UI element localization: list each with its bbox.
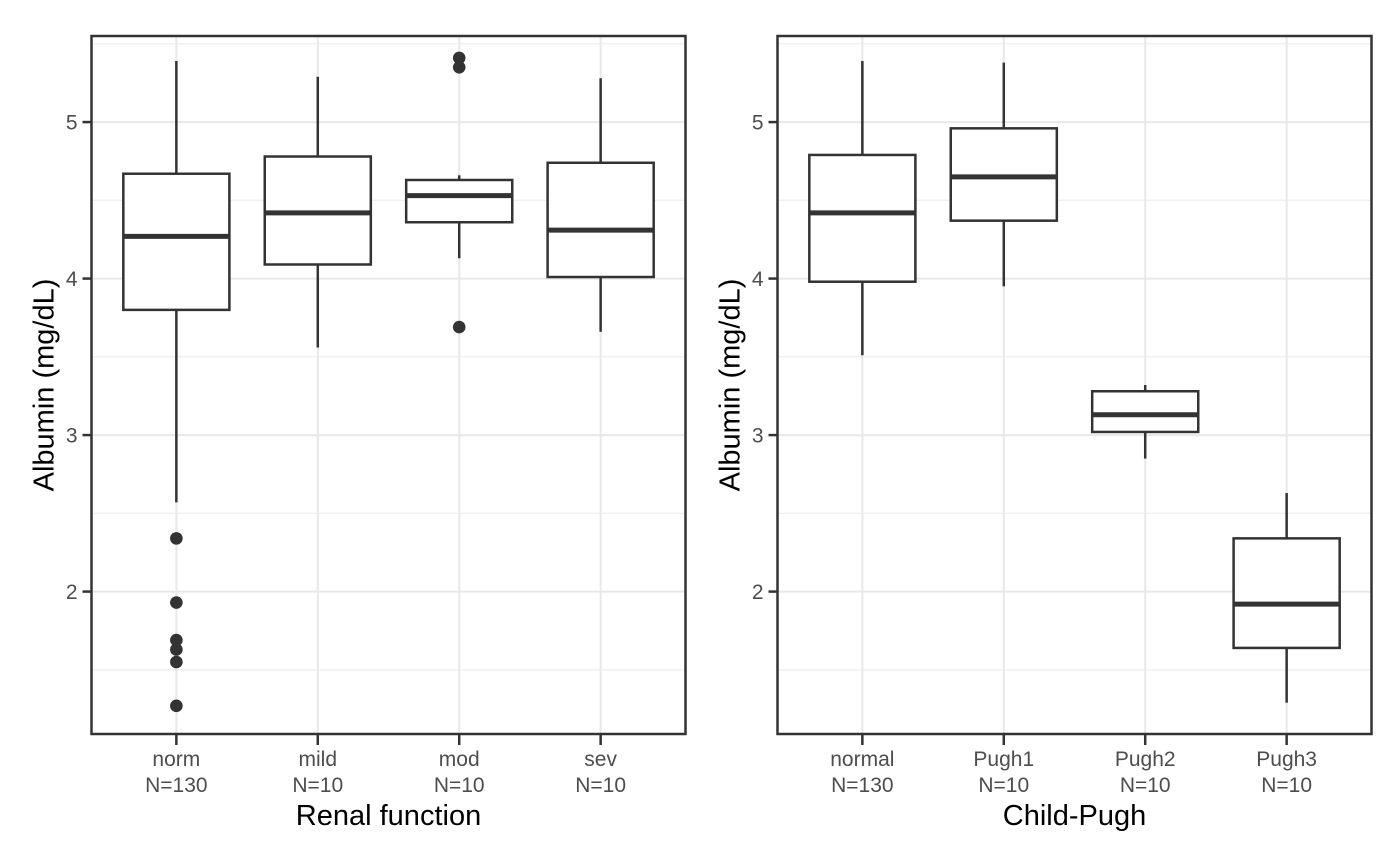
y-tick-label: 5 <box>752 112 764 135</box>
x-tick-label-category: Pugh1 <box>973 748 1034 771</box>
y-tick-label: 2 <box>66 581 78 604</box>
iqr-box <box>122 172 231 312</box>
panel-border <box>90 34 687 736</box>
x-axis-title: Child-Pugh <box>1003 800 1146 832</box>
y-axis-title: Albumin (mg/dL) <box>715 279 747 492</box>
x-tick-label-category: Pugh2 <box>1115 748 1176 771</box>
x-tick-label-n: N=10 <box>1120 774 1171 797</box>
x-tick-label-n: N=130 <box>831 774 893 797</box>
x-tick-label-n: N=10 <box>292 774 343 797</box>
renal-function-boxplot-figure: 5 4 3 2 norm N=130 mild N=10 mod N=10 sev N=10 Renal… <box>29 34 687 832</box>
boxplot-sev <box>546 78 655 332</box>
x-tick-label-n: N=10 <box>434 774 485 797</box>
x-tick-label-category: mod <box>439 748 480 771</box>
x-tick-label-n: N=10 <box>1261 774 1312 797</box>
child-pugh-boxplot-chart: 5 4 3 2 normal N=130 Pugh1 N=10 Pugh2 N=10 Pugh3 N=… <box>715 34 1373 832</box>
boxplot-mild <box>263 76 373 348</box>
y-axis: 5 4 3 2 <box>752 112 778 604</box>
x-tick-label-category: normal <box>830 748 894 771</box>
boxplot-Pugh1 <box>949 62 1059 287</box>
child-pugh-boxplot-figure: 5 4 3 2 normal N=130 Pugh1 N=10 Pugh2 N=10 Pugh3 N=… <box>700 0 1400 866</box>
y-tick-label: 3 <box>752 425 764 448</box>
iqr-box <box>1090 390 1200 434</box>
outlier-point <box>452 51 466 65</box>
x-tick-label-n: N=10 <box>575 774 626 797</box>
y-tick-label: 4 <box>752 268 764 291</box>
x-tick-label-category: Pugh3 <box>1256 748 1317 771</box>
x-tick-label-category: sev <box>584 748 617 771</box>
outlier-point <box>452 61 466 74</box>
panel-border <box>776 34 1373 736</box>
x-tick-label-n: N=130 <box>145 774 207 797</box>
outlier-point <box>170 532 183 545</box>
x-gridlines <box>861 36 1288 734</box>
outlier-point <box>170 643 183 656</box>
outlier-point <box>452 320 466 334</box>
y-tick-label: 3 <box>66 425 78 448</box>
y-gridlines-minor <box>777 43 1372 671</box>
x-tick-label-category: norm <box>152 748 200 771</box>
boxplot-mod <box>404 51 514 334</box>
y-axis-title: Albumin (mg/dL) <box>29 279 61 492</box>
x-tick-label-category: mild <box>299 748 338 771</box>
iqr-box <box>808 153 917 283</box>
boxplot-Pugh2 <box>1090 385 1200 459</box>
outlier-point <box>170 655 183 669</box>
x-axis: normal N=130 Pugh1 N=10 Pugh2 N=10 Pugh3 N=10 <box>830 735 1317 797</box>
x-tick-label-n: N=10 <box>978 774 1029 797</box>
x-axis: norm N=130 mild N=10 mod N=10 sev N=10 <box>145 735 626 797</box>
y-tick-label: 4 <box>66 268 78 291</box>
x-axis-title: Renal function <box>296 800 481 832</box>
outlier-point <box>170 699 183 713</box>
y-axis: 5 4 3 2 <box>66 112 92 604</box>
x-gridlines <box>175 36 602 734</box>
boxplot-normal <box>808 61 917 356</box>
boxplot-norm <box>122 61 231 713</box>
y-tick-label: 5 <box>66 112 78 135</box>
outlier-point <box>170 633 183 647</box>
renal-function-boxplot-chart: 5 4 3 2 norm N=130 mild N=10 mod N=10 sev N=10 Renal… <box>29 34 687 832</box>
y-gridlines-minor <box>91 43 686 671</box>
outlier-point <box>170 596 183 609</box>
iqr-box <box>1232 537 1341 650</box>
iqr-box <box>546 161 655 279</box>
y-tick-label: 2 <box>752 581 764 604</box>
iqr-box <box>404 178 514 224</box>
boxplot-Pugh3 <box>1232 492 1341 703</box>
